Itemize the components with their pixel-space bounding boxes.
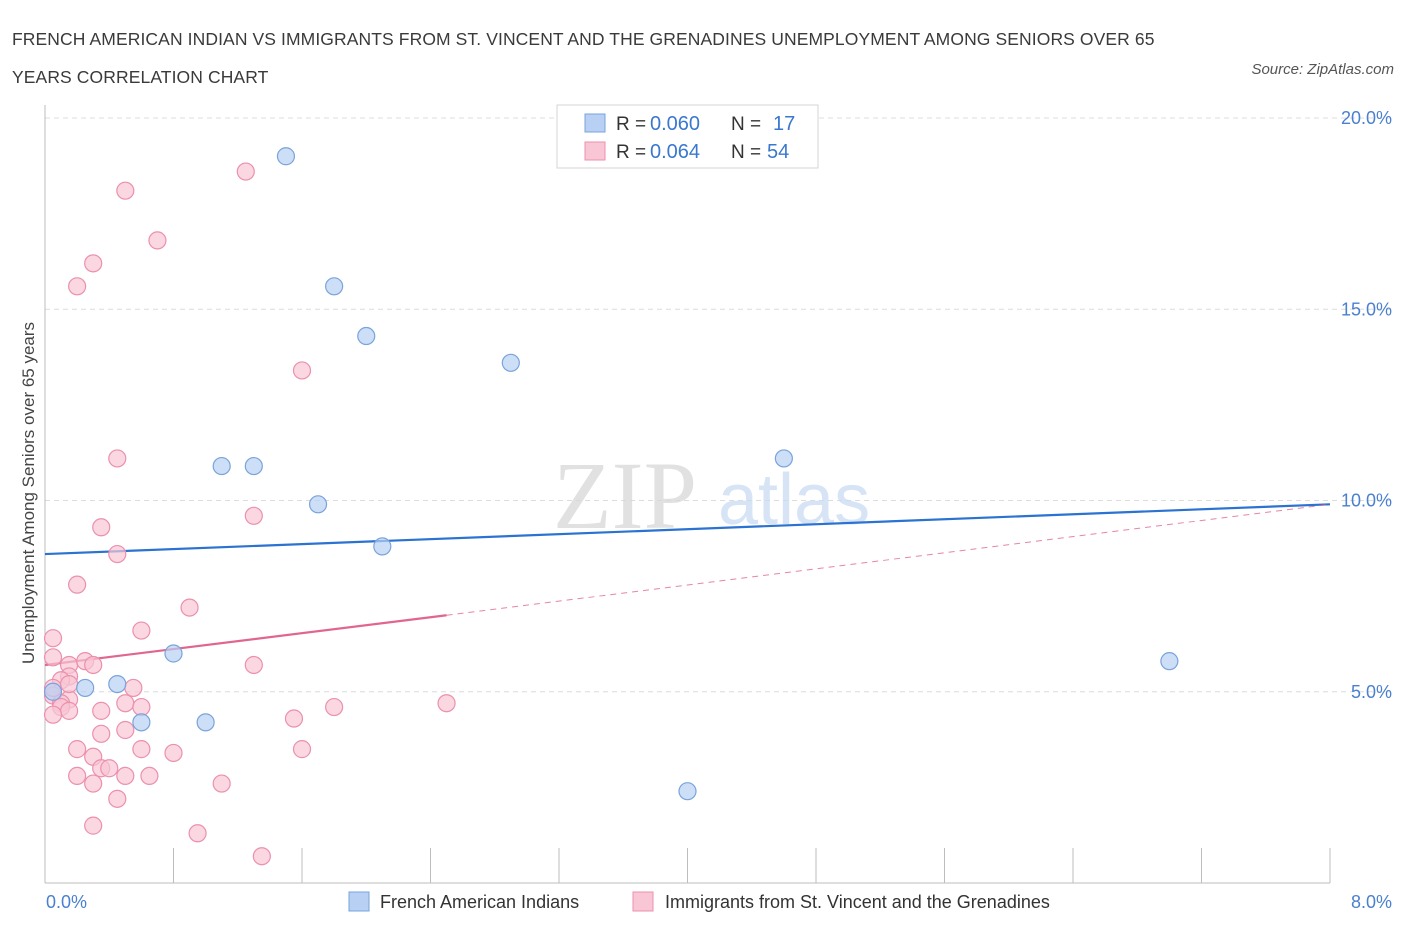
series-legend: French American Indians Immigrants from …: [348, 891, 1050, 912]
trend-extension-immigrants-st-vincent: [446, 503, 1331, 616]
point-french-american-indians-8: [373, 537, 392, 556]
stats-legend-swatch-pink: [584, 141, 606, 161]
legend-label-french-american-indians: French American Indians: [380, 892, 579, 912]
point-immigrants-st-vincent-42: [100, 759, 119, 778]
point-immigrants-st-vincent-13: [43, 629, 63, 648]
point-immigrants-st-vincent-38: [164, 743, 183, 763]
point-immigrants-st-vincent-12: [132, 621, 151, 640]
point-immigrants-st-vincent-33: [284, 709, 304, 728]
point-french-american-indians-5: [244, 456, 263, 476]
y-tick-label-0: 5.0%: [1351, 682, 1392, 702]
point-french-american-indians-14: [196, 713, 215, 732]
point-immigrants-st-vincent-50: [188, 824, 207, 843]
point-french-american-indians-15: [678, 782, 697, 801]
point-immigrants-st-vincent-3: [84, 254, 103, 273]
stats-legend-n-label-2: N =: [731, 142, 761, 163]
point-immigrants-st-vincent-8: [92, 518, 111, 537]
point-french-american-indians-1: [325, 277, 344, 296]
stats-legend-r-value-1: 0.060: [650, 113, 700, 135]
point-immigrants-st-vincent-17: [84, 655, 103, 675]
y-tick-label-1: 10.0%: [1341, 491, 1392, 511]
point-immigrants-st-vincent-9: [108, 544, 127, 564]
point-immigrants-st-vincent-31: [437, 694, 456, 713]
trend-lines: [44, 503, 1331, 667]
point-french-american-indians-3: [501, 353, 520, 372]
legend-swatch-immigrants-st-vincent: [632, 891, 654, 912]
stats-legend-n-value-1: 17: [773, 113, 795, 135]
point-immigrants-st-vincent-25: [116, 694, 135, 713]
point-immigrants-st-vincent-2: [148, 231, 167, 250]
point-french-american-indians-6: [308, 495, 328, 514]
point-immigrants-st-vincent-36: [68, 740, 87, 759]
point-immigrants-st-vincent-44: [116, 766, 135, 786]
x-tick-label-min: 0.0%: [46, 892, 87, 912]
point-immigrants-st-vincent-6: [108, 449, 127, 468]
point-immigrants-st-vincent-26: [132, 697, 151, 717]
y-tick-label-3: 20.0%: [1341, 108, 1392, 128]
point-immigrants-st-vincent-45: [140, 766, 159, 786]
point-immigrants-st-vincent-1: [116, 181, 135, 200]
point-french-american-indians-2: [357, 326, 376, 346]
trend-line-french-american-indians: [44, 503, 1331, 556]
point-immigrants-st-vincent-35: [116, 720, 135, 740]
trend-line-immigrants-st-vincent: [44, 614, 447, 667]
point-immigrants-st-vincent-43: [68, 766, 87, 786]
data-points: [43, 147, 1179, 866]
point-french-american-indians-4: [212, 456, 231, 476]
point-immigrants-st-vincent-29: [92, 701, 111, 720]
chart-title: FRENCH AMERICAN INDIAN VS IMMIGRANTS FRO…: [12, 29, 1155, 87]
stats-legend-r-value-2: 0.064: [650, 141, 700, 163]
point-immigrants-st-vincent-39: [292, 740, 312, 759]
point-immigrants-st-vincent-10: [68, 575, 87, 594]
y-axis-title: Unemployment Among Seniors over 65 years: [19, 322, 38, 664]
point-french-american-indians-0: [276, 147, 296, 166]
point-french-american-indians-7: [774, 449, 793, 468]
point-immigrants-st-vincent-37: [132, 740, 151, 759]
stats-legend-r-label-1: R =: [616, 114, 646, 135]
point-immigrants-st-vincent-0: [236, 162, 255, 181]
point-french-american-indians-16: [43, 682, 63, 701]
point-immigrants-st-vincent-53: [59, 674, 79, 694]
grid-lines: [45, 117, 1392, 693]
source-label: Source: ZipAtlas.com: [1251, 61, 1394, 78]
stats-legend: R = 0.060 N = 17 R = 0.064 N = 54: [556, 104, 819, 169]
point-immigrants-st-vincent-34: [92, 724, 111, 743]
point-immigrants-st-vincent-21: [124, 678, 143, 698]
point-immigrants-st-vincent-30: [325, 697, 344, 717]
stats-legend-n-label-1: N =: [731, 114, 761, 135]
legend-swatch-french-american-indians: [348, 891, 370, 912]
point-immigrants-st-vincent-11: [180, 598, 199, 617]
axes: [44, 105, 1331, 884]
point-immigrants-st-vincent-4: [68, 277, 87, 296]
point-immigrants-st-vincent-48: [108, 789, 127, 808]
stats-legend-n-value-2: 54: [767, 141, 789, 163]
point-immigrants-st-vincent-47: [212, 774, 231, 793]
y-tick-label-2: 15.0%: [1341, 299, 1392, 319]
point-french-american-indians-10: [1160, 652, 1179, 671]
point-immigrants-st-vincent-5: [292, 361, 312, 380]
stats-legend-swatch-blue: [584, 113, 606, 133]
point-immigrants-st-vincent-7: [244, 506, 263, 525]
point-immigrants-st-vincent-18: [244, 655, 263, 675]
x-tick-label-max: 8.0%: [1351, 892, 1392, 912]
point-immigrants-st-vincent-46: [84, 774, 103, 793]
point-immigrants-st-vincent-49: [84, 816, 103, 835]
point-immigrants-st-vincent-28: [59, 701, 79, 720]
point-french-american-indians-9: [164, 644, 183, 663]
point-immigrants-st-vincent-51: [252, 847, 271, 866]
legend-label-immigrants-st-vincent: Immigrants from St. Vincent and the Gren…: [665, 892, 1050, 912]
point-immigrants-st-vincent-14: [43, 648, 63, 667]
y-tick-labels: 5.0% 10.0% 15.0% 20.0%: [1341, 108, 1392, 702]
point-french-american-indians-12: [76, 678, 95, 698]
stats-legend-r-label-2: R =: [616, 142, 646, 163]
point-french-american-indians-11: [108, 674, 127, 694]
point-french-american-indians-13: [132, 713, 151, 732]
point-immigrants-st-vincent-32: [43, 705, 63, 724]
